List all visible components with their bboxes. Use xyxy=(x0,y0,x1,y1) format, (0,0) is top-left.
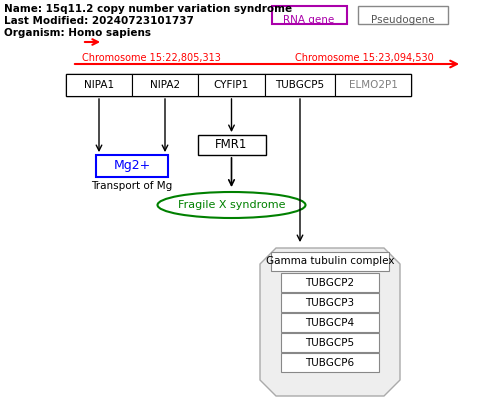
Text: Last Modified: 20240723101737: Last Modified: 20240723101737 xyxy=(4,16,194,26)
Bar xyxy=(197,135,265,155)
Text: Pseudogene: Pseudogene xyxy=(371,15,435,25)
Text: Chromosome 15:23,094,530: Chromosome 15:23,094,530 xyxy=(295,53,434,63)
Text: CYFIP1: CYFIP1 xyxy=(214,80,249,90)
Text: NIPA2: NIPA2 xyxy=(150,80,180,90)
Text: TUBGCP6: TUBGCP6 xyxy=(305,358,355,367)
Text: TUBGCP2: TUBGCP2 xyxy=(305,277,355,288)
Bar xyxy=(281,293,379,312)
Bar xyxy=(281,313,379,332)
Text: TUBGCP5: TUBGCP5 xyxy=(276,80,324,90)
Bar xyxy=(335,74,411,96)
Text: TUBGCP5: TUBGCP5 xyxy=(305,337,355,347)
Text: NIPA1: NIPA1 xyxy=(84,80,114,90)
Bar xyxy=(281,333,379,352)
Bar xyxy=(265,74,335,96)
Bar xyxy=(272,6,347,24)
Text: Organism: Homo sapiens: Organism: Homo sapiens xyxy=(4,28,151,38)
Text: Transport of Mg: Transport of Mg xyxy=(91,181,173,191)
Bar xyxy=(271,252,389,271)
Text: Name: 15q11.2 copy number variation syndrome: Name: 15q11.2 copy number variation synd… xyxy=(4,4,292,14)
Bar xyxy=(281,273,379,292)
Bar xyxy=(132,74,198,96)
Polygon shape xyxy=(260,248,400,396)
Text: TUBGCP4: TUBGCP4 xyxy=(305,318,355,328)
Text: FMR1: FMR1 xyxy=(216,139,248,151)
Bar xyxy=(96,155,168,177)
Text: RNA gene: RNA gene xyxy=(283,15,335,25)
Bar xyxy=(66,74,411,96)
Bar xyxy=(66,74,132,96)
Bar xyxy=(198,74,265,96)
Text: Fragile X syndrome: Fragile X syndrome xyxy=(178,200,285,210)
Ellipse shape xyxy=(157,192,305,218)
Text: TUBGCP3: TUBGCP3 xyxy=(305,298,355,307)
Bar xyxy=(358,6,448,24)
Text: Gamma tubulin complex: Gamma tubulin complex xyxy=(266,256,394,266)
Text: Chromosome 15:22,805,313: Chromosome 15:22,805,313 xyxy=(82,53,221,63)
Bar xyxy=(281,353,379,372)
Text: ELMO2P1: ELMO2P1 xyxy=(348,80,397,90)
Text: Mg2+: Mg2+ xyxy=(113,160,151,173)
